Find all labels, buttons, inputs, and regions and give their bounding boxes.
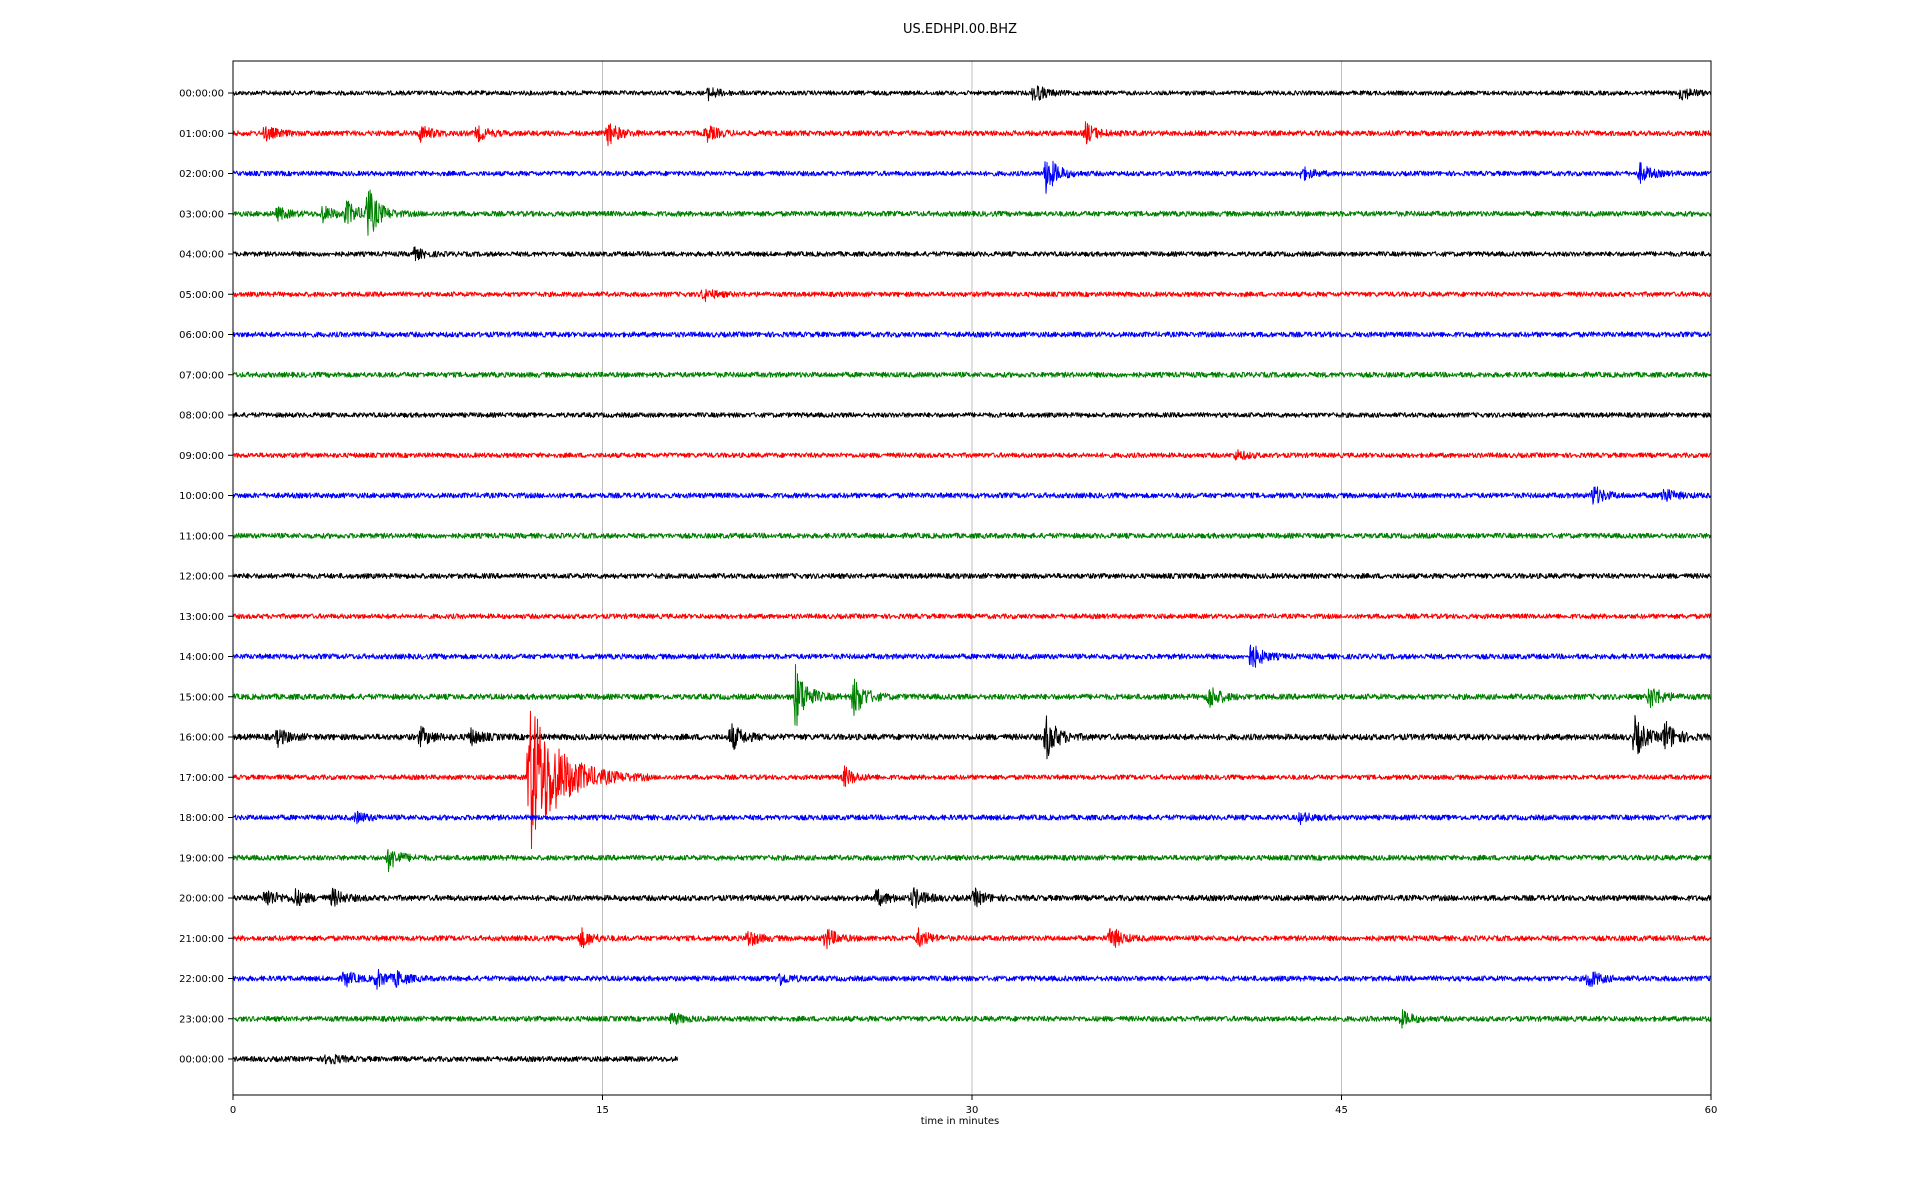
seismic-trace	[232, 810, 1712, 826]
seismic-trace	[232, 121, 1712, 147]
row-label: 04:00:00	[179, 250, 224, 261]
row-label: 06:00:00	[179, 330, 224, 341]
row-label: 22:00:00	[179, 974, 224, 985]
x-tick-label: 15	[596, 1105, 609, 1116]
row-label: 12:00:00	[179, 572, 224, 583]
seismic-trace	[232, 710, 1712, 850]
row-label: 07:00:00	[179, 370, 224, 381]
row-label: 10:00:00	[179, 491, 224, 502]
x-tick-layer: 0 15 30 45 60	[230, 1095, 1718, 1116]
row-label: 05:00:00	[179, 290, 224, 301]
seismic-trace	[232, 412, 1712, 418]
row-label: 13:00:00	[179, 612, 224, 623]
row-label: 02:00:00	[179, 169, 224, 180]
row-label: 23:00:00	[179, 1014, 224, 1025]
row-label: 11:00:00	[179, 531, 224, 542]
row-label: 16:00:00	[179, 733, 224, 744]
seismic-trace	[232, 927, 1712, 950]
seismic-trace	[232, 1009, 1712, 1029]
seismic-trace	[232, 1054, 678, 1065]
row-label: 21:00:00	[179, 934, 224, 945]
row-label: 00:00:00	[179, 89, 224, 100]
row-label: 03:00:00	[179, 209, 224, 220]
row-label: 09:00:00	[179, 451, 224, 462]
row-label: 17:00:00	[179, 773, 224, 784]
seismic-trace	[232, 288, 1712, 302]
row-label: 20:00:00	[179, 894, 224, 905]
seismic-trace	[232, 532, 1712, 539]
seismic-trace	[232, 613, 1712, 620]
seismic-trace	[232, 968, 1712, 990]
seismic-trace	[232, 189, 1712, 236]
seismic-trace	[232, 449, 1712, 461]
seismic-trace	[232, 246, 1712, 262]
seismic-trace	[232, 160, 1712, 194]
seismic-trace	[232, 644, 1712, 668]
row-label: 01:00:00	[179, 129, 224, 140]
x-tick-label: 30	[966, 1105, 979, 1116]
seismic-trace	[232, 85, 1712, 102]
row-label: 15:00:00	[179, 692, 224, 703]
seismic-trace	[232, 849, 1712, 873]
seismic-trace	[232, 371, 1712, 378]
trace-layer	[232, 85, 1712, 1065]
y-tick-layer: 00:00:00 01:00:00 02:00:00 03:00:00 04:00:00…	[179, 89, 233, 1066]
x-tick-label: 60	[1705, 1105, 1718, 1116]
seismic-trace	[232, 664, 1712, 726]
row-label: 00:00:00	[179, 1055, 224, 1066]
chart-title: US.EDHPI.00.BHZ	[903, 22, 1017, 37]
seismic-trace	[232, 486, 1712, 505]
seismic-trace	[232, 331, 1712, 338]
seismic-trace	[232, 572, 1712, 580]
seismic-trace	[232, 887, 1712, 909]
seismic-trace	[232, 715, 1712, 760]
row-label: 14:00:00	[179, 652, 224, 663]
x-tick-label: 45	[1335, 1105, 1348, 1116]
row-label: 18:00:00	[179, 813, 224, 824]
x-axis-label: time in minutes	[920, 1116, 1000, 1127]
row-label: 08:00:00	[179, 411, 224, 422]
x-tick-label: 0	[230, 1105, 236, 1116]
row-label: 19:00:00	[179, 853, 224, 864]
